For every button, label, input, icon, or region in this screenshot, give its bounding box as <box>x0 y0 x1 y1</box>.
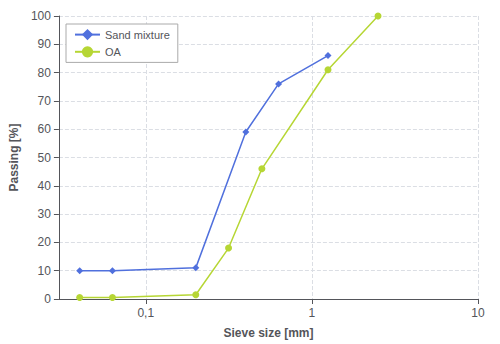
svg-text:10: 10 <box>38 264 52 278</box>
svg-text:60: 60 <box>38 122 52 136</box>
svg-text:90: 90 <box>38 37 52 51</box>
svg-text:0: 0 <box>44 292 51 306</box>
svg-text:80: 80 <box>38 66 52 80</box>
svg-text:1: 1 <box>309 306 316 320</box>
svg-text:30: 30 <box>38 207 52 221</box>
svg-text:100: 100 <box>31 9 51 23</box>
svg-text:Sand mixture: Sand mixture <box>105 29 170 41</box>
svg-text:OA: OA <box>105 46 122 58</box>
svg-text:Sieve size [mm]: Sieve size [mm] <box>223 326 313 340</box>
svg-text:50: 50 <box>38 151 52 165</box>
svg-text:10: 10 <box>471 306 485 320</box>
svg-text:Passing [%]: Passing [%] <box>7 123 21 191</box>
svg-text:70: 70 <box>38 94 52 108</box>
svg-text:40: 40 <box>38 179 52 193</box>
svg-text:20: 20 <box>38 235 52 249</box>
svg-text:0,1: 0,1 <box>137 306 154 320</box>
